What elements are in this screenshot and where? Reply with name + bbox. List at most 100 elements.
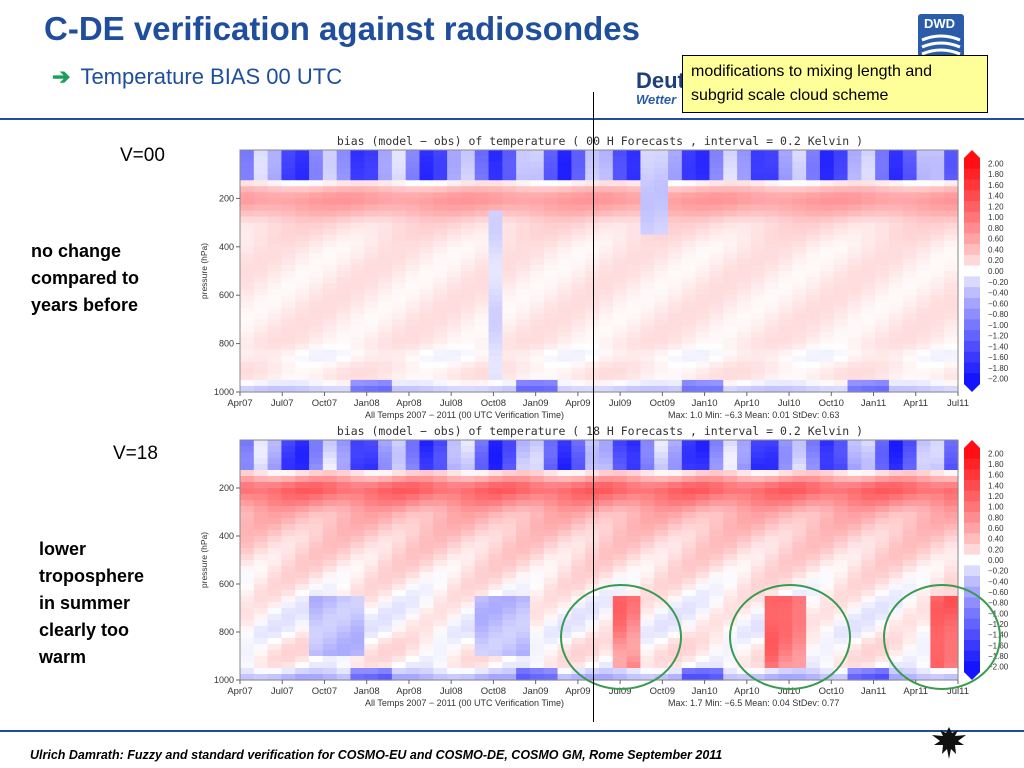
heatmap-cell xyxy=(460,590,476,597)
heatmap-cell xyxy=(585,373,600,381)
heatmap-cell xyxy=(433,210,448,218)
heatmap-cell xyxy=(875,271,890,278)
heatmap-cell xyxy=(902,319,918,327)
heatmap-cell xyxy=(488,379,503,387)
heatmap-cell xyxy=(709,536,724,543)
heatmap-cell xyxy=(419,355,434,363)
heatmap-cell xyxy=(626,458,642,465)
heatmap-cell xyxy=(640,614,655,621)
heatmap-cell xyxy=(668,192,683,199)
heatmap-cell xyxy=(654,584,669,591)
heatmap-cell xyxy=(654,608,669,615)
heatmap-cell xyxy=(778,325,793,333)
heatmap-cell xyxy=(792,367,807,375)
heatmap-cell xyxy=(640,295,655,302)
heatmap-cell xyxy=(709,289,724,296)
heatmap-cell xyxy=(792,379,807,387)
heatmap-cell xyxy=(654,283,669,290)
heatmap-cell xyxy=(419,295,434,302)
heatmap-cell xyxy=(295,566,310,573)
heatmap-cell xyxy=(792,656,807,663)
heatmap-cell xyxy=(378,530,393,537)
heatmap-cell xyxy=(378,542,393,549)
heatmap-cell xyxy=(350,440,365,447)
heatmap-cell xyxy=(571,234,586,242)
heatmap-cell xyxy=(474,662,490,669)
x-tick-label: Jul07 xyxy=(271,398,294,409)
heatmap-cell xyxy=(364,578,379,585)
heatmap-cell xyxy=(626,632,642,639)
heatmap-cell xyxy=(861,156,876,163)
heatmap-cell xyxy=(447,186,462,193)
heatmap-cell xyxy=(378,361,393,369)
heatmap-cell xyxy=(847,367,862,375)
heatmap-cell xyxy=(833,385,849,393)
heatmap-cell xyxy=(378,464,393,471)
heatmap-cell xyxy=(240,385,255,393)
heatmap-cell xyxy=(502,644,517,651)
heatmap-cell xyxy=(405,180,421,187)
heatmap-cell xyxy=(599,283,614,290)
heatmap-cell xyxy=(847,373,862,381)
heatmap-cell xyxy=(695,349,711,357)
heatmap-cell xyxy=(764,325,780,333)
heatmap-cell xyxy=(529,476,545,483)
heatmap-cell xyxy=(419,325,434,333)
heatmap-cell xyxy=(681,210,697,218)
heatmap-cell xyxy=(847,536,862,543)
heatmap-cell xyxy=(309,554,324,561)
heatmap-cell xyxy=(571,277,586,284)
heatmap-cell xyxy=(391,470,407,477)
heatmap-cell xyxy=(322,379,338,387)
heatmap-cell xyxy=(267,464,283,471)
heatmap-cell xyxy=(240,668,255,675)
heatmap-cell xyxy=(433,222,448,230)
heatmap-cell xyxy=(599,590,614,597)
heatmap-cell xyxy=(944,488,959,495)
heatmap-cell xyxy=(861,524,876,531)
heatmap-cell xyxy=(778,271,793,278)
legend-label: 1.60 xyxy=(988,181,1004,190)
heatmap-cell xyxy=(806,385,821,393)
heatmap-cell xyxy=(488,458,503,465)
heatmap-cell xyxy=(778,349,793,357)
heatmap-cell xyxy=(529,542,545,549)
heatmap-cell xyxy=(626,331,642,339)
heatmap-cell xyxy=(557,578,572,585)
heatmap-cell xyxy=(695,626,711,633)
heatmap-cell xyxy=(267,301,283,308)
heatmap-cell xyxy=(626,168,642,175)
heatmap-cell xyxy=(709,349,724,357)
heatmap-cell xyxy=(778,506,793,513)
heatmap-cell xyxy=(433,343,448,351)
heatmap-cell xyxy=(916,258,931,266)
heatmap-cell xyxy=(640,626,655,633)
heatmap-cell xyxy=(944,258,959,266)
legend-label: −0.40 xyxy=(988,289,1009,298)
heatmap-cell xyxy=(502,168,517,175)
heatmap-cell xyxy=(529,313,545,320)
heatmap-cell xyxy=(433,180,448,187)
heatmap-cell xyxy=(309,470,324,477)
heatmap-cell xyxy=(695,614,711,621)
heatmap-cell xyxy=(861,150,876,157)
heatmap-cell xyxy=(695,307,711,314)
heatmap-cell xyxy=(681,452,697,459)
heatmap-cell xyxy=(875,367,890,375)
heatmap-cell xyxy=(502,554,517,561)
heatmap-cell xyxy=(516,379,531,387)
heatmap-cell xyxy=(378,452,393,459)
heatmap-cell xyxy=(612,470,628,477)
heatmap-cell xyxy=(281,216,296,224)
heatmap-cell xyxy=(681,234,697,242)
heatmap-cell xyxy=(378,578,393,585)
heatmap-cell xyxy=(847,301,862,308)
heatmap-cell xyxy=(875,596,890,603)
heatmap-cell xyxy=(474,367,490,375)
heatmap-cell xyxy=(364,289,379,296)
heatmap-cell xyxy=(253,674,269,681)
heatmap-cell xyxy=(433,542,448,549)
heatmap-cell xyxy=(806,216,821,224)
heatmap-cell xyxy=(695,228,711,236)
heatmap-cell xyxy=(322,530,338,537)
